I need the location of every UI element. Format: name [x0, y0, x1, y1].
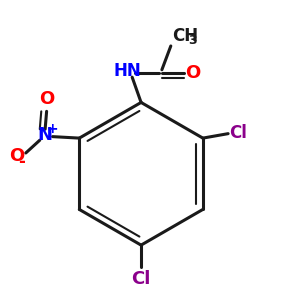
- Text: Cl: Cl: [131, 270, 151, 288]
- Text: O: O: [39, 91, 54, 109]
- Text: O: O: [9, 147, 25, 165]
- Text: 3: 3: [188, 34, 197, 46]
- Text: -: -: [19, 154, 26, 172]
- Text: CH: CH: [172, 27, 198, 45]
- Text: +: +: [47, 122, 58, 136]
- Text: HN: HN: [114, 62, 142, 80]
- Text: N: N: [38, 126, 52, 144]
- Text: Cl: Cl: [230, 124, 247, 142]
- Text: O: O: [185, 64, 201, 82]
